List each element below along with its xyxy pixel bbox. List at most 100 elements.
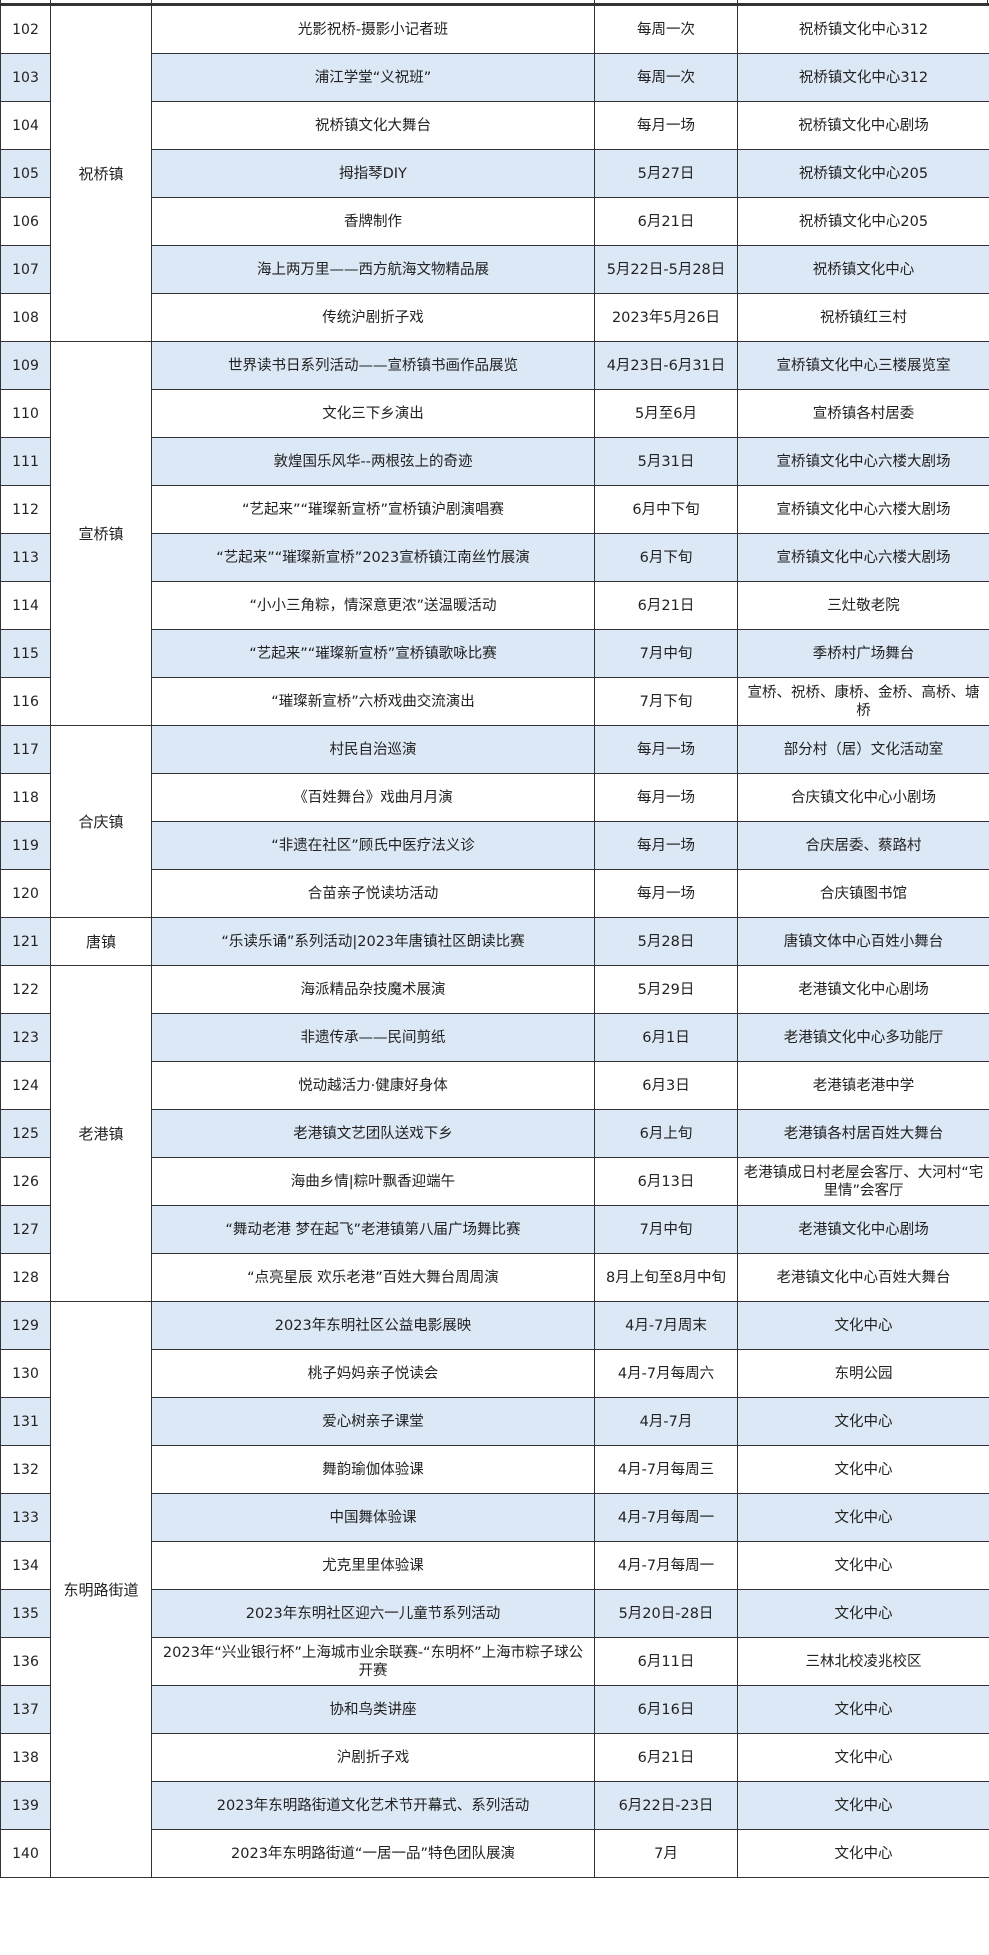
table-row: 115 “艺起来”“璀璨新宣桥”宣桥镇歌咏比赛 7月中旬 季桥村广场舞台 xyxy=(0,629,989,678)
table-row: 119 “非遗在社区”顾氏中医疗法义诊 每月一场 合庆居委、蔡路村 xyxy=(0,821,989,870)
activity-cell: 爱心树亲子课堂 xyxy=(151,1397,595,1446)
table-row: 117 合庆镇 村民自治巡演 每月一场 部分村（居）文化活动室 xyxy=(0,725,989,918)
location-cell: 祝桥镇文化中心205 xyxy=(737,149,989,198)
time-cell: 8月上旬至8月中旬 xyxy=(594,1253,738,1302)
location-cell: 东明公园 xyxy=(737,1349,989,1398)
row-number-cell: 121 xyxy=(0,917,51,966)
activity-cell: 2023年东明路街道“一居一品”特色团队展演 xyxy=(151,1829,595,1878)
row-number-cell: 116 xyxy=(0,677,51,726)
table-row: 135 2023年东明社区迎六一儿童节系列活动 5月20日-28日 文化中心 xyxy=(0,1589,989,1638)
activity-cell: “艺起来”“璀璨新宣桥”宣桥镇歌咏比赛 xyxy=(151,629,595,678)
row-number-cell: 119 xyxy=(0,821,51,870)
town-cell: 老港镇 xyxy=(50,965,152,1302)
activity-cell: 2023年“兴业银行杯”上海城市业余联赛-“东明杯”上海市粽子球公开赛 xyxy=(151,1637,595,1686)
table-row: 133 中国舞体验课 4月-7月每周一 文化中心 xyxy=(0,1493,989,1542)
town-cell: 唐镇 xyxy=(50,917,152,966)
time-cell: 5月至6月 xyxy=(594,389,738,438)
table-row: 123 非遗传承——民间剪纸 6月1日 老港镇文化中心多功能厅 xyxy=(0,1013,989,1062)
location-cell: 文化中心 xyxy=(737,1685,989,1734)
activity-cell: 舞韵瑜伽体验课 xyxy=(151,1445,595,1494)
row-number-cell: 137 xyxy=(0,1685,51,1734)
location-cell: 文化中心 xyxy=(737,1397,989,1446)
location-cell: 祝桥镇文化中心 xyxy=(737,245,989,294)
location-cell: 文化中心 xyxy=(737,1301,989,1350)
time-cell: 6月21日 xyxy=(594,581,738,630)
location-cell: 三灶敬老院 xyxy=(737,581,989,630)
activity-cell: “舞动老港 梦在起飞”老港镇第八届广场舞比赛 xyxy=(151,1205,595,1254)
activity-cell: “璀璨新宣桥”六桥戏曲交流演出 xyxy=(151,677,595,726)
location-cell: 老港镇成日村老屋会客厅、大河村“宅里情”会客厅 xyxy=(737,1157,989,1206)
table-row: 110 文化三下乡演出 5月至6月 宣桥镇各村居委 xyxy=(0,389,989,438)
location-cell: 宣桥镇文化中心三楼展览室 xyxy=(737,341,989,390)
activity-cell: 悦动越活力·健康好身体 xyxy=(151,1061,595,1110)
location-cell: 部分村（居）文化活动室 xyxy=(737,725,989,774)
time-cell: 6月21日 xyxy=(594,1733,738,1782)
time-cell: 每月一场 xyxy=(594,725,738,774)
row-number-cell: 129 xyxy=(0,1301,51,1350)
row-number-cell: 112 xyxy=(0,485,51,534)
location-cell: 老港镇文化中心剧场 xyxy=(737,965,989,1014)
location-cell: 老港镇文化中心剧场 xyxy=(737,1205,989,1254)
time-cell: 7月中旬 xyxy=(594,1205,738,1254)
time-cell: 每月一场 xyxy=(594,101,738,150)
location-cell: 宣桥镇各村居委 xyxy=(737,389,989,438)
table-row: 140 2023年东明路街道“一居一品”特色团队展演 7月 文化中心 xyxy=(0,1829,989,1878)
table-row: 139 2023年东明路街道文化艺术节开幕式、系列活动 6月22日-23日 文化中心 xyxy=(0,1781,989,1830)
table-row: 116 “璀璨新宣桥”六桥戏曲交流演出 7月下旬 宣桥、祝桥、康桥、金桥、高桥、塘桥 xyxy=(0,677,989,726)
row-number-cell: 108 xyxy=(0,293,51,342)
time-cell: 每周一次 xyxy=(594,53,738,102)
row-number-cell: 122 xyxy=(0,965,51,1014)
time-cell: 6月下旬 xyxy=(594,533,738,582)
time-cell: 5月31日 xyxy=(594,437,738,486)
activity-cell: 老港镇文艺团队送戏下乡 xyxy=(151,1109,595,1158)
location-cell: 老港镇文化中心多功能厅 xyxy=(737,1013,989,1062)
time-cell: 4月-7月每周六 xyxy=(594,1349,738,1398)
activity-cell: 2023年东明路街道文化艺术节开幕式、系列活动 xyxy=(151,1781,595,1830)
row-number-cell: 114 xyxy=(0,581,51,630)
activity-cell: 中国舞体验课 xyxy=(151,1493,595,1542)
time-cell: 6月1日 xyxy=(594,1013,738,1062)
time-cell: 每月一场 xyxy=(594,869,738,918)
time-cell: 每月一场 xyxy=(594,773,738,822)
activity-cell: 敦煌国乐风华--两根弦上的奇迹 xyxy=(151,437,595,486)
row-number-cell: 111 xyxy=(0,437,51,486)
time-cell: 5月27日 xyxy=(594,149,738,198)
row-number-cell: 139 xyxy=(0,1781,51,1830)
time-cell: 每月一场 xyxy=(594,821,738,870)
table-row: 120 合苗亲子悦读坊活动 每月一场 合庆镇图书馆 xyxy=(0,869,989,918)
town-cell: 祝桥镇 xyxy=(50,5,152,342)
time-cell: 6月13日 xyxy=(594,1157,738,1206)
table-row: 129 东明路街道 2023年东明社区公益电影展映 4月-7月周末 文化中心 xyxy=(0,1301,989,1878)
location-cell: 合庆镇文化中心小剧场 xyxy=(737,773,989,822)
time-cell: 2023年5月26日 xyxy=(594,293,738,342)
row-number-cell: 136 xyxy=(0,1637,51,1686)
row-number-cell: 135 xyxy=(0,1589,51,1638)
activity-cell: 桃子妈妈亲子悦读会 xyxy=(151,1349,595,1398)
time-cell: 4月-7月每周一 xyxy=(594,1493,738,1542)
activity-cell: 2023年东明社区迎六一儿童节系列活动 xyxy=(151,1589,595,1638)
row-number-cell: 125 xyxy=(0,1109,51,1158)
activity-cell: 海上两万里——西方航海文物精品展 xyxy=(151,245,595,294)
table-row: 104 祝桥镇文化大舞台 每月一场 祝桥镇文化中心剧场 xyxy=(0,101,989,150)
activity-cell: 光影祝桥-摄影小记者班 xyxy=(151,5,595,54)
time-cell: 6月上旬 xyxy=(594,1109,738,1158)
location-cell: 祝桥镇文化中心312 xyxy=(737,53,989,102)
time-cell: 6月16日 xyxy=(594,1685,738,1734)
location-cell: 文化中心 xyxy=(737,1733,989,1782)
time-cell: 5月20日-28日 xyxy=(594,1589,738,1638)
location-cell: 老港镇各村居百姓大舞台 xyxy=(737,1109,989,1158)
table-row: 125 老港镇文艺团队送戏下乡 6月上旬 老港镇各村居百姓大舞台 xyxy=(0,1109,989,1158)
table-row: 128 “点亮星辰 欢乐老港”百姓大舞台周周演 8月上旬至8月中旬 老港镇文化中心百姓… xyxy=(0,1253,989,1302)
location-cell: 合庆居委、蔡路村 xyxy=(737,821,989,870)
row-number-cell: 123 xyxy=(0,1013,51,1062)
table-row: 114 “小小三角粽，情深意更浓”送温暖活动 6月21日 三灶敬老院 xyxy=(0,581,989,630)
time-cell: 4月-7月周末 xyxy=(594,1301,738,1350)
activity-cell: 协和鸟类讲座 xyxy=(151,1685,595,1734)
time-cell: 7月 xyxy=(594,1829,738,1878)
location-cell: 祝桥镇文化中心剧场 xyxy=(737,101,989,150)
table-row: 106 香牌制作 6月21日 祝桥镇文化中心205 xyxy=(0,197,989,246)
row-number-cell: 140 xyxy=(0,1829,51,1878)
row-number-cell: 132 xyxy=(0,1445,51,1494)
time-cell: 5月29日 xyxy=(594,965,738,1014)
table-row: 127 “舞动老港 梦在起飞”老港镇第八届广场舞比赛 7月中旬 老港镇文化中心剧场 xyxy=(0,1205,989,1254)
